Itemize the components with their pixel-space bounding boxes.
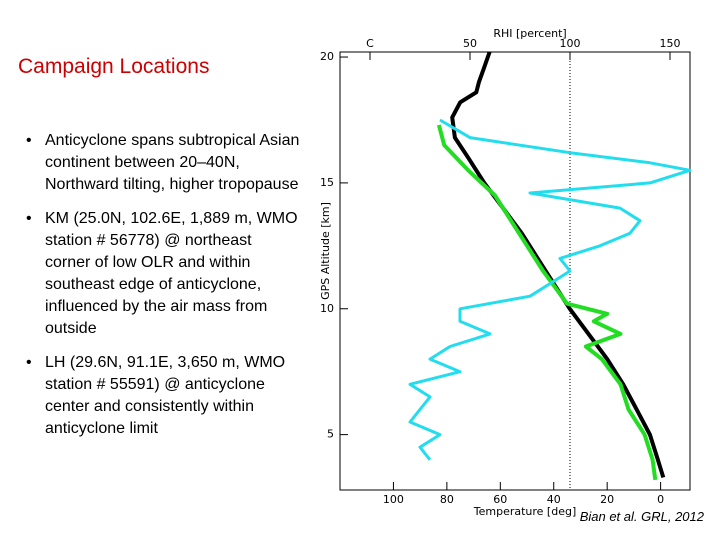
profile-line	[408, 118, 692, 461]
x2-tick-label: 150	[660, 37, 681, 50]
y-axis-label: GPS Altitude [km]	[319, 202, 332, 300]
citation: Bian et al. GRL, 2012	[579, 509, 704, 524]
bullet: LH (29.6N, 91.1E, 3,650 m, WMO station #…	[0, 352, 300, 440]
y-tick-label: 5	[327, 428, 334, 441]
plot-frame	[339, 51, 691, 491]
y-tick-label: 15	[320, 176, 334, 189]
x2-tick-label: 50	[463, 37, 477, 50]
x-tick-label: 40	[547, 493, 561, 506]
y-tick-label: 20	[320, 50, 334, 63]
profile-line	[450, 51, 666, 478]
bullet: Anticyclone spans subtropical Asian cont…	[0, 130, 300, 196]
bullet-list: Anticyclone spans subtropical Asian cont…	[0, 130, 300, 452]
x-tick-label: 100	[383, 493, 404, 506]
y-tick-label: 10	[320, 302, 334, 315]
x-tick-label: 80	[440, 493, 454, 506]
x-tick-label: 0	[657, 493, 664, 506]
x2-tick-label: 100	[560, 37, 581, 50]
profile-line	[436, 124, 658, 481]
x2-tick-label: C	[366, 37, 374, 50]
bullet: KM (25.0N, 102.6E, 1,889 m, WMO station …	[0, 208, 300, 340]
x2-axis-label: RHI [percent]	[493, 27, 566, 40]
x-axis-label: Temperature [deg]	[473, 505, 577, 518]
x-tick-label: 20	[600, 493, 614, 506]
x-tick-label: 60	[493, 493, 507, 506]
slide-title: Campaign Locations	[18, 55, 210, 78]
